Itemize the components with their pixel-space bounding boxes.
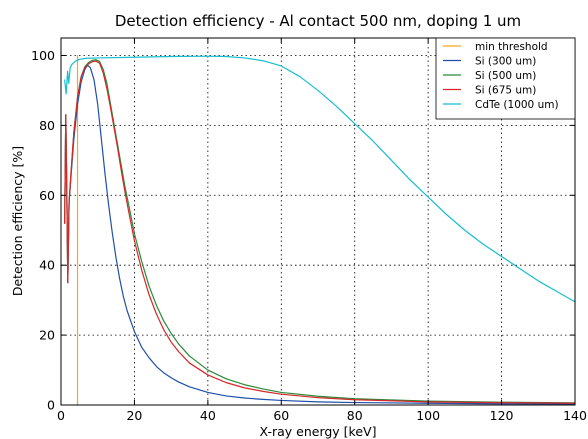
series-lines [64,54,576,406]
legend-label-si-500-um: Si (500 um) [475,70,536,82]
x-tick-label: 80 [347,408,363,423]
y-tick-label: 40 [39,258,55,273]
x-tick-label: 40 [200,408,216,423]
y-tick-label: 20 [39,328,55,343]
series-line-si-300-um [64,64,576,405]
y-tick-label: 80 [39,118,55,133]
legend: min threshold Si (300 um) Si (500 um) Si (6… [435,37,576,120]
x-tick-label: 120 [490,408,514,423]
legend-label-si-675-um: Si (675 um) [475,85,536,97]
legend-label-min-threshold: min threshold [475,41,548,53]
x-tick-label: 60 [273,408,289,423]
x-tick-label: 0 [57,408,65,423]
x-tick-label: 20 [126,408,142,423]
series-line-si-675-um [64,60,576,404]
y-tick-label: 60 [39,188,55,203]
chart-title: Detection efficiency - Al contact 500 nm… [115,12,521,30]
y-axis-label: Detection efficiency [%] [10,146,25,296]
x-tick-label: 140 [563,408,587,423]
legend-entries: min threshold Si (300 um) Si (500 um) Si (6… [443,41,559,111]
y-tick-label: 100 [31,48,55,63]
legend-label-si-300-um: Si (300 um) [475,56,536,68]
grid-lines [61,38,575,405]
x-axis-label: X-ray energy [keV] [260,424,377,439]
legend-box [435,37,576,120]
y-tick-label: 0 [47,398,55,413]
series-line-cdte-1000-um [64,55,576,303]
plot-frame [60,37,576,406]
x-tick-label: 100 [416,408,440,423]
legend-label-cdte-1000-um: CdTe (1000 um) [475,99,559,111]
